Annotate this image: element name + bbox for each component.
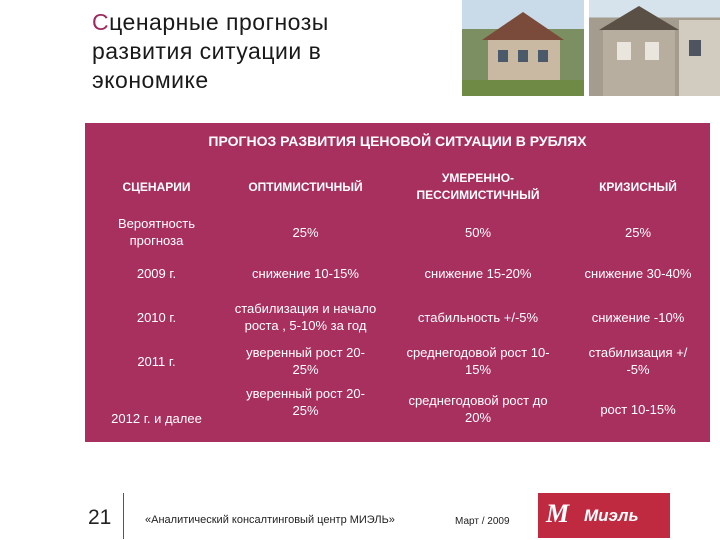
table-row: 2012 г. и далее уверенный рост 20-25% ср…	[85, 385, 710, 433]
row-value: уверенный рост 20-25%	[246, 386, 365, 418]
row-label: 2012 г. и далее	[111, 411, 202, 426]
row-value: уверенный рост 20-25%	[246, 345, 365, 377]
row-label: 2010 г.	[136, 309, 177, 325]
footer-text: «Аналитический консалтинговый центр МИЭЛ…	[145, 514, 395, 526]
house-illustration-right	[599, 6, 720, 96]
logo-mark-icon: M	[546, 499, 570, 528]
forecast-table: ПРОГНОЗ РАЗВИТИЯ ЦЕНОВОЙ СИТУАЦИИ В РУБЛ…	[85, 123, 710, 441]
table-bottom-border	[85, 441, 710, 442]
row-value: 50%	[464, 224, 492, 240]
row-value: рост 10-15%	[600, 401, 676, 417]
header-scenarios: СЦЕНАРИИ	[122, 179, 191, 194]
row-value: снижение -10%	[591, 309, 685, 325]
table-row: 2009 г. снижение 10-15% снижение 15-20% …	[85, 253, 710, 293]
row-value: среднегодовой рост 10-15%	[406, 345, 550, 377]
row-value: стабилизация +/ -5%	[588, 345, 688, 377]
row-value: стабилизация и начало роста , 5-10% за г…	[234, 301, 377, 333]
slide-title-first-letter: С	[92, 9, 110, 35]
row-value: 25%	[624, 224, 652, 240]
row-value: стабильность +/-5%	[417, 309, 539, 325]
company-logo: M Миэль	[538, 493, 670, 538]
row-value: снижение 10-15%	[252, 265, 359, 281]
table-header-row: СЦЕНАРИИ ОПТИМИСТИЧНЫЙ УМЕРЕННО-ПЕССИМИС…	[85, 167, 710, 207]
row-value: 25%	[292, 224, 319, 240]
row-value: снижение 15-20%	[424, 265, 532, 281]
row-value: среднегодовой рост до 20%	[408, 393, 548, 425]
table-row: 2010 г. стабилизация и начало роста , 5-…	[85, 295, 710, 339]
house-illustration-left	[462, 12, 584, 96]
row-label: 2011 г.	[137, 353, 176, 369]
header-moderate: УМЕРЕННО-ПЕССИМИСТИЧНЫЙ	[416, 171, 540, 202]
footer-date: Март / 2009	[455, 516, 510, 527]
logo-text: Миэль	[584, 506, 639, 525]
house-photo-right	[589, 0, 720, 96]
row-label: 2009 г.	[136, 265, 177, 281]
slide-title-rest: ценарные прогнозы развития ситуации в эк…	[92, 9, 329, 93]
table-title: ПРОГНОЗ РАЗВИТИЯ ЦЕНОВОЙ СИТУАЦИИ В РУБЛ…	[208, 133, 587, 149]
row-label: Вероятность прогноза	[118, 216, 195, 248]
page-number: 21	[88, 506, 112, 529]
table-row: Вероятность прогноза 25% 50% 25%	[85, 213, 710, 251]
table-row: 2011 г. уверенный рост 20-25% среднегодо…	[85, 341, 710, 381]
header-crisis: КРИЗИСНЫЙ	[599, 179, 677, 194]
header-optimistic: ОПТИМИСТИЧНЫЙ	[248, 179, 363, 194]
house-photo-left	[462, 0, 584, 96]
row-value: снижение 30-40%	[584, 265, 692, 281]
slide-title: Сценарные прогнозы развития ситуации в э…	[92, 8, 412, 95]
footer-divider	[123, 493, 124, 539]
